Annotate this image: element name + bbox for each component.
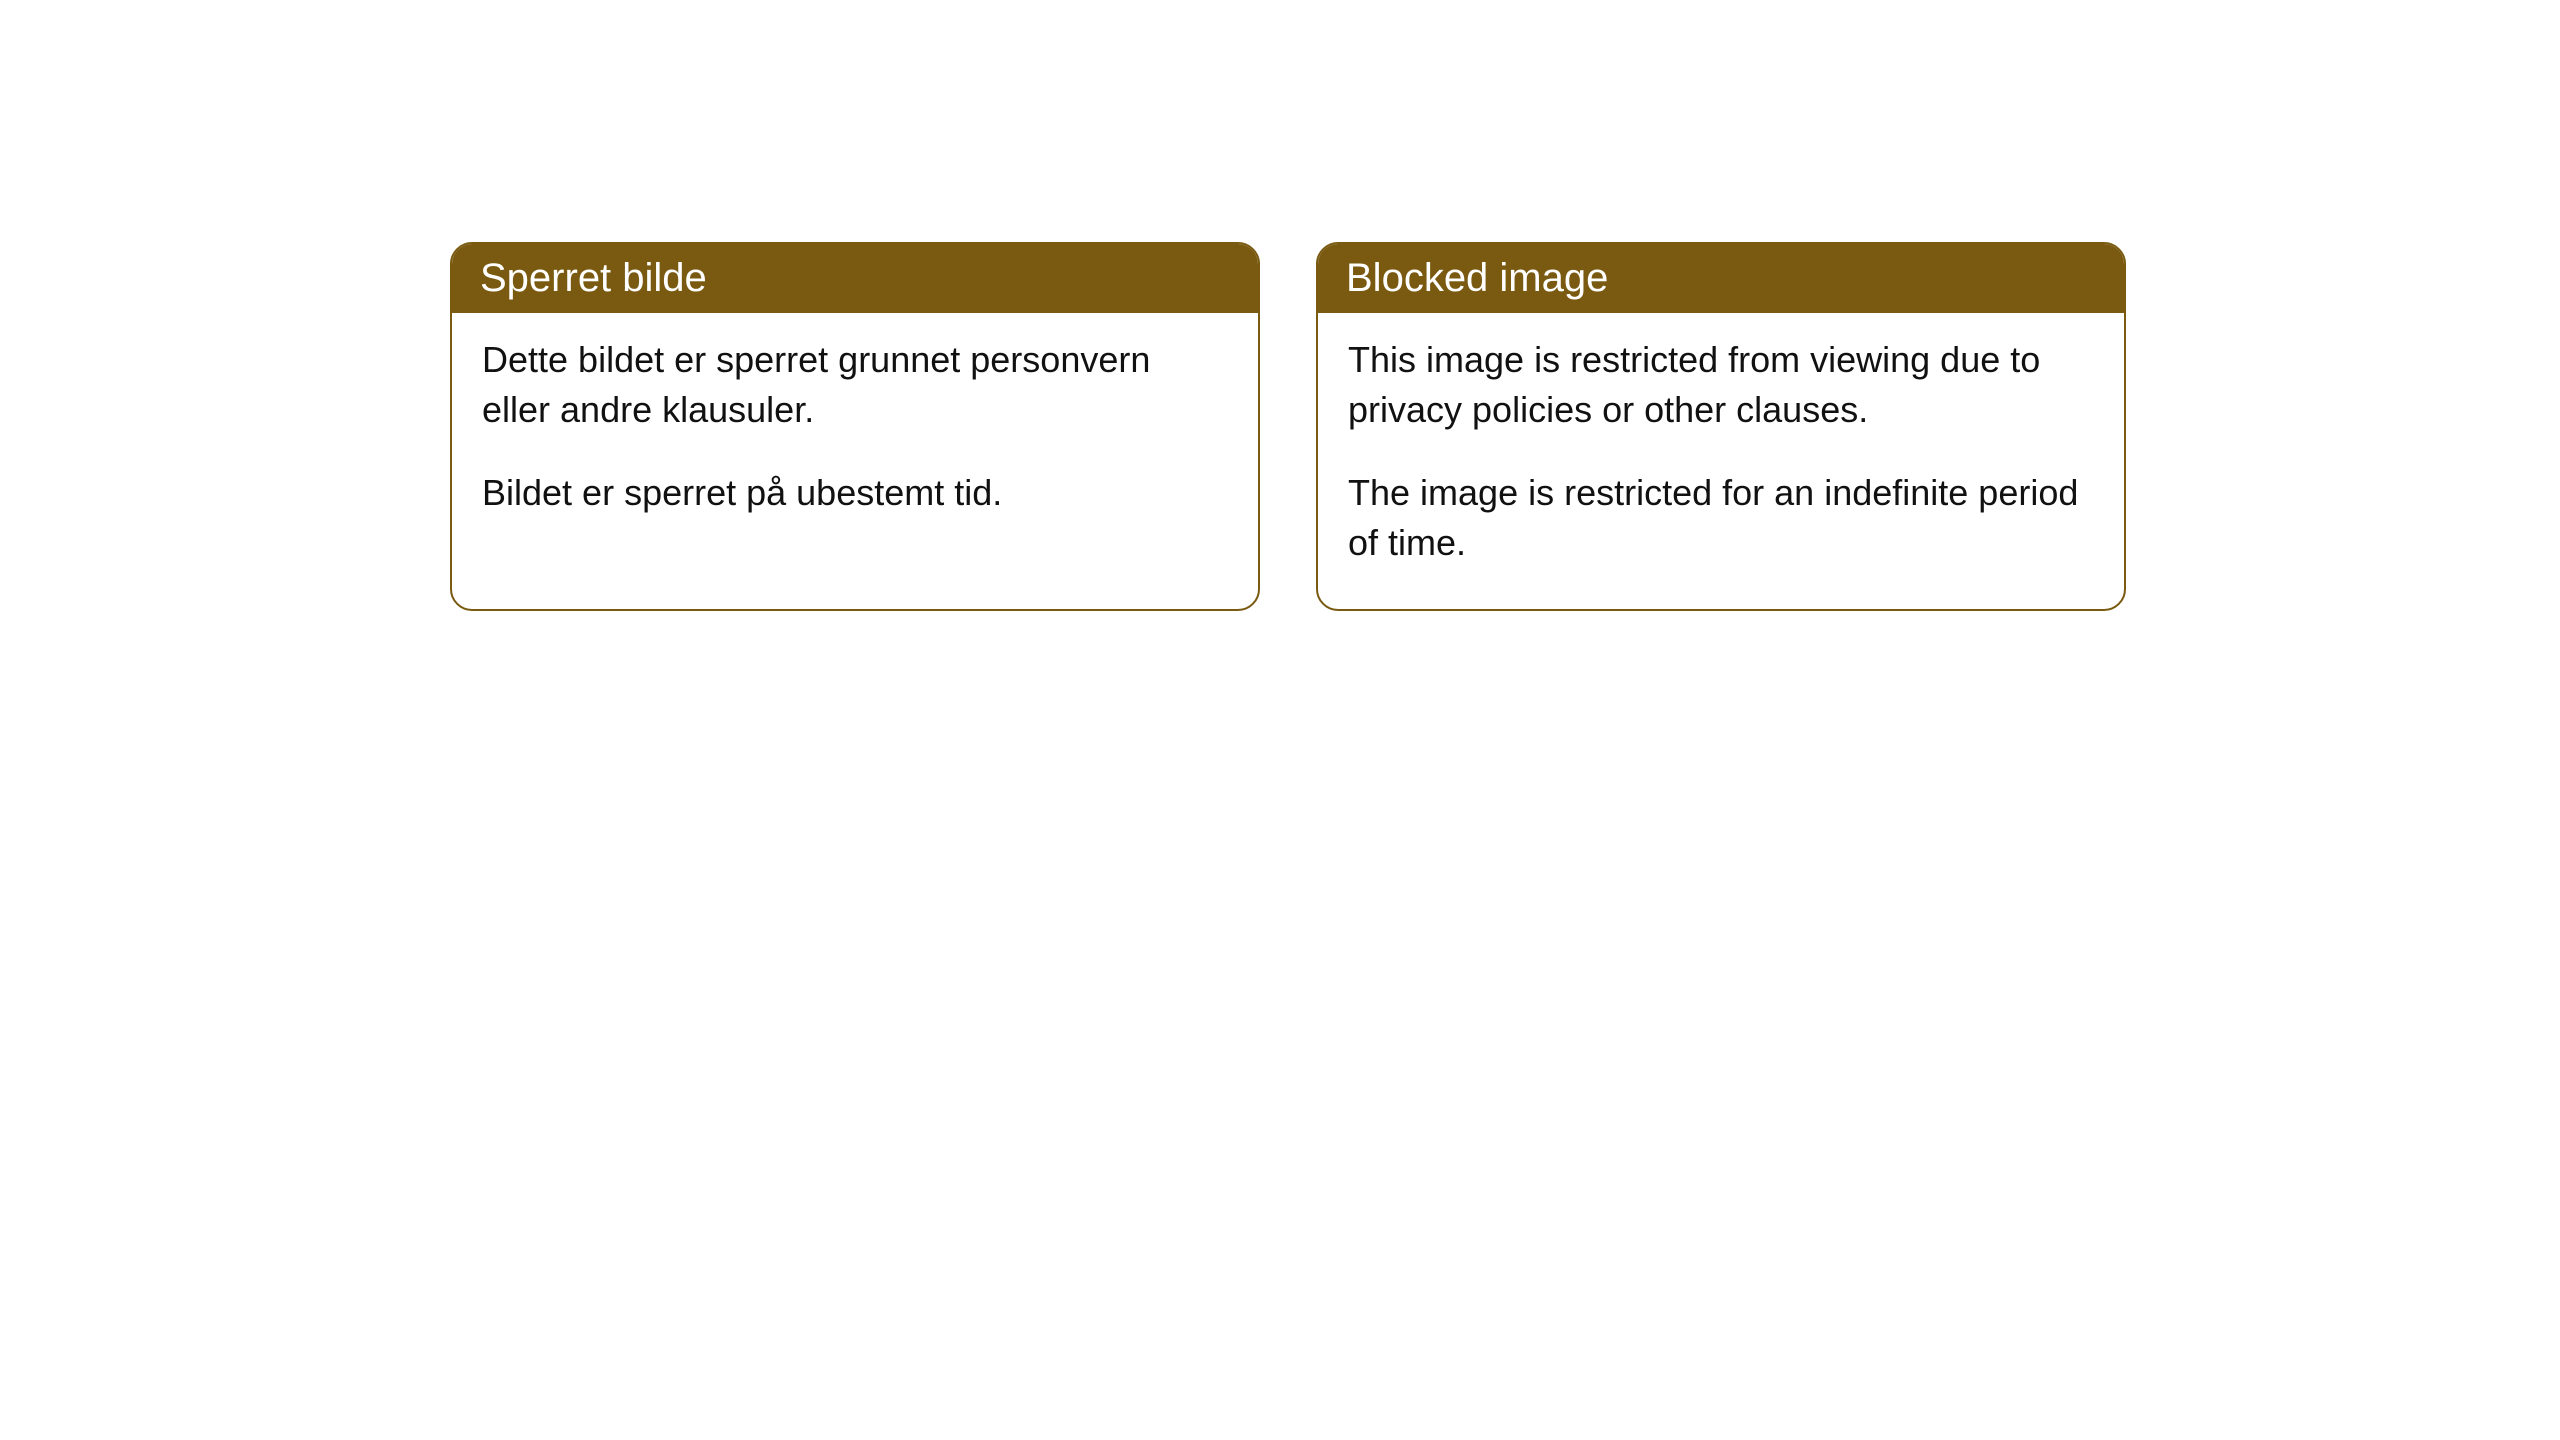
blocked-image-card-norwegian: Sperret bilde Dette bildet er sperret gr… [450,242,1260,611]
blocked-image-card-english: Blocked image This image is restricted f… [1316,242,2126,611]
card-body: This image is restricted from viewing du… [1318,313,2124,609]
card-paragraph-1: This image is restricted from viewing du… [1348,335,2094,436]
card-paragraph-2: Bildet er sperret på ubestemt tid. [482,468,1228,518]
card-paragraph-1: Dette bildet er sperret grunnet personve… [482,335,1228,436]
card-title: Sperret bilde [480,256,707,300]
card-body: Dette bildet er sperret grunnet personve… [452,313,1258,558]
card-paragraph-2: The image is restricted for an indefinit… [1348,468,2094,569]
card-header: Sperret bilde [452,244,1258,313]
notice-cards-container: Sperret bilde Dette bildet er sperret gr… [450,242,2126,611]
card-header: Blocked image [1318,244,2124,313]
card-title: Blocked image [1346,256,1608,300]
